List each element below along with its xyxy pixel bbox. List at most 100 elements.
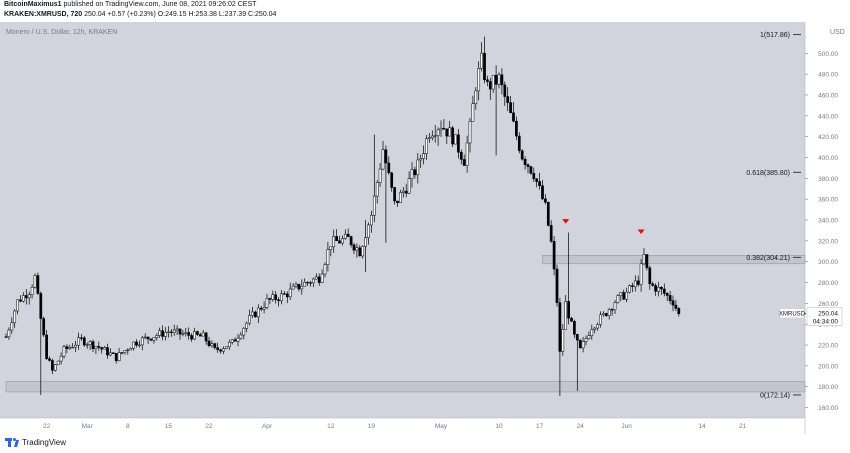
candles (4, 36, 681, 397)
candle-body (442, 127, 446, 130)
candle-body (401, 190, 405, 193)
candle-body (332, 236, 336, 248)
price-tick-label: 320.00 (818, 238, 838, 245)
candle-body (422, 153, 425, 159)
candle-body (210, 343, 214, 346)
tradingview-brand: TradingView (22, 438, 67, 447)
candle-body (607, 309, 611, 316)
author-name[interactable]: BitcoinMaximus1 (4, 1, 62, 8)
candle-body (660, 286, 663, 290)
candle-body (161, 330, 164, 337)
candle-body (242, 328, 246, 336)
candle-body (146, 336, 150, 340)
candle-body (158, 330, 162, 336)
candle-body (552, 241, 556, 270)
candle-body (520, 150, 524, 160)
candle-body (616, 295, 620, 303)
candle-body (404, 190, 408, 194)
candle-body (178, 328, 182, 335)
candle-body (338, 240, 341, 244)
candle-body (512, 112, 515, 122)
candle-body (486, 79, 489, 82)
candle-body (457, 134, 460, 153)
candle-body (515, 120, 518, 137)
candle-body (555, 268, 559, 303)
price-tick-label: 300.00 (818, 259, 838, 266)
candle-body (291, 285, 295, 290)
candle-body (114, 353, 118, 361)
candle-body (436, 129, 440, 136)
candle-body (97, 346, 101, 348)
time-tick-label: Apr (262, 423, 273, 430)
symbol-line: KRAKEN:XMRUSD, 720 250.04 +0.57 (+0.23%)… (4, 11, 276, 18)
candle-body (375, 182, 379, 197)
candle-body (48, 358, 51, 361)
candle-body (317, 276, 321, 283)
candle-body (419, 158, 423, 161)
candle-body (227, 341, 231, 348)
candle-body (248, 315, 251, 324)
candle-body (575, 334, 579, 341)
tradingview-logo[interactable]: TradingView (5, 438, 66, 447)
candle-body (262, 307, 266, 310)
candle-body (123, 350, 127, 353)
candle-body (367, 224, 370, 238)
candle-body (22, 295, 25, 302)
candle-body (256, 307, 260, 318)
price-chart[interactable]: 1(517.86) 0.618(385.80) 0.382(304.21) 0(172… (0, 22, 850, 434)
peak-marker (562, 219, 570, 224)
candle-body (59, 355, 63, 362)
candle-body (341, 238, 344, 244)
last-price-symbol-box (779, 308, 805, 318)
candle-body (82, 337, 86, 346)
candle-body (483, 52, 486, 81)
candle-body (526, 164, 530, 167)
candle-body (236, 337, 240, 342)
candlestick-chart[interactable]: 1(517.86) 0.618(385.80) 0.382(304.21) 0(172… (0, 22, 850, 434)
candle-body (39, 293, 43, 319)
candle-body (593, 327, 597, 330)
candle-body (474, 90, 478, 104)
candle-body (320, 273, 324, 283)
candle-body (184, 332, 188, 334)
candle-body (581, 341, 585, 349)
candle-body (425, 138, 428, 154)
candle-body (65, 346, 69, 349)
candle-body (410, 169, 414, 179)
candle-body (657, 286, 660, 292)
candle-body (24, 295, 28, 299)
candle-body (51, 360, 54, 371)
publish-header: BitcoinMaximus1 published on TradingView… (0, 0, 850, 22)
candle-body (645, 254, 649, 269)
candle-body (213, 343, 217, 348)
fib-label: 0.618(385.80) (746, 170, 790, 177)
last-value: 250.04 (84, 11, 106, 18)
candle-body (27, 294, 31, 299)
candle-body (91, 341, 95, 349)
candle-body (53, 364, 57, 371)
time-axis[interactable]: 22 Mar 8 15 22 Apr 12 19 May 10 17 24 Jun 14 21 (43, 423, 747, 430)
candle-body (283, 293, 286, 295)
candle-body (230, 339, 234, 343)
candle-body (149, 338, 153, 341)
candle-body (610, 309, 614, 311)
time-tick-label: May (435, 423, 448, 430)
candle-body (271, 294, 275, 300)
candle-body (393, 187, 396, 202)
candle-body (390, 172, 394, 188)
price-tick-label: 180.00 (818, 384, 838, 391)
candle-body (430, 135, 434, 139)
price-tick-label: 500.00 (818, 51, 838, 58)
candle-body (558, 302, 562, 352)
candle-body (335, 236, 338, 241)
candle-body (216, 347, 220, 350)
candle-body (181, 333, 185, 335)
candle-body (117, 352, 121, 361)
change-value: +0.57 (+0.23%) (107, 11, 156, 18)
candle-body (665, 293, 669, 296)
candle-body (10, 322, 14, 331)
candle-body (42, 318, 46, 336)
candle-body (16, 299, 19, 312)
candle-body (152, 337, 156, 341)
